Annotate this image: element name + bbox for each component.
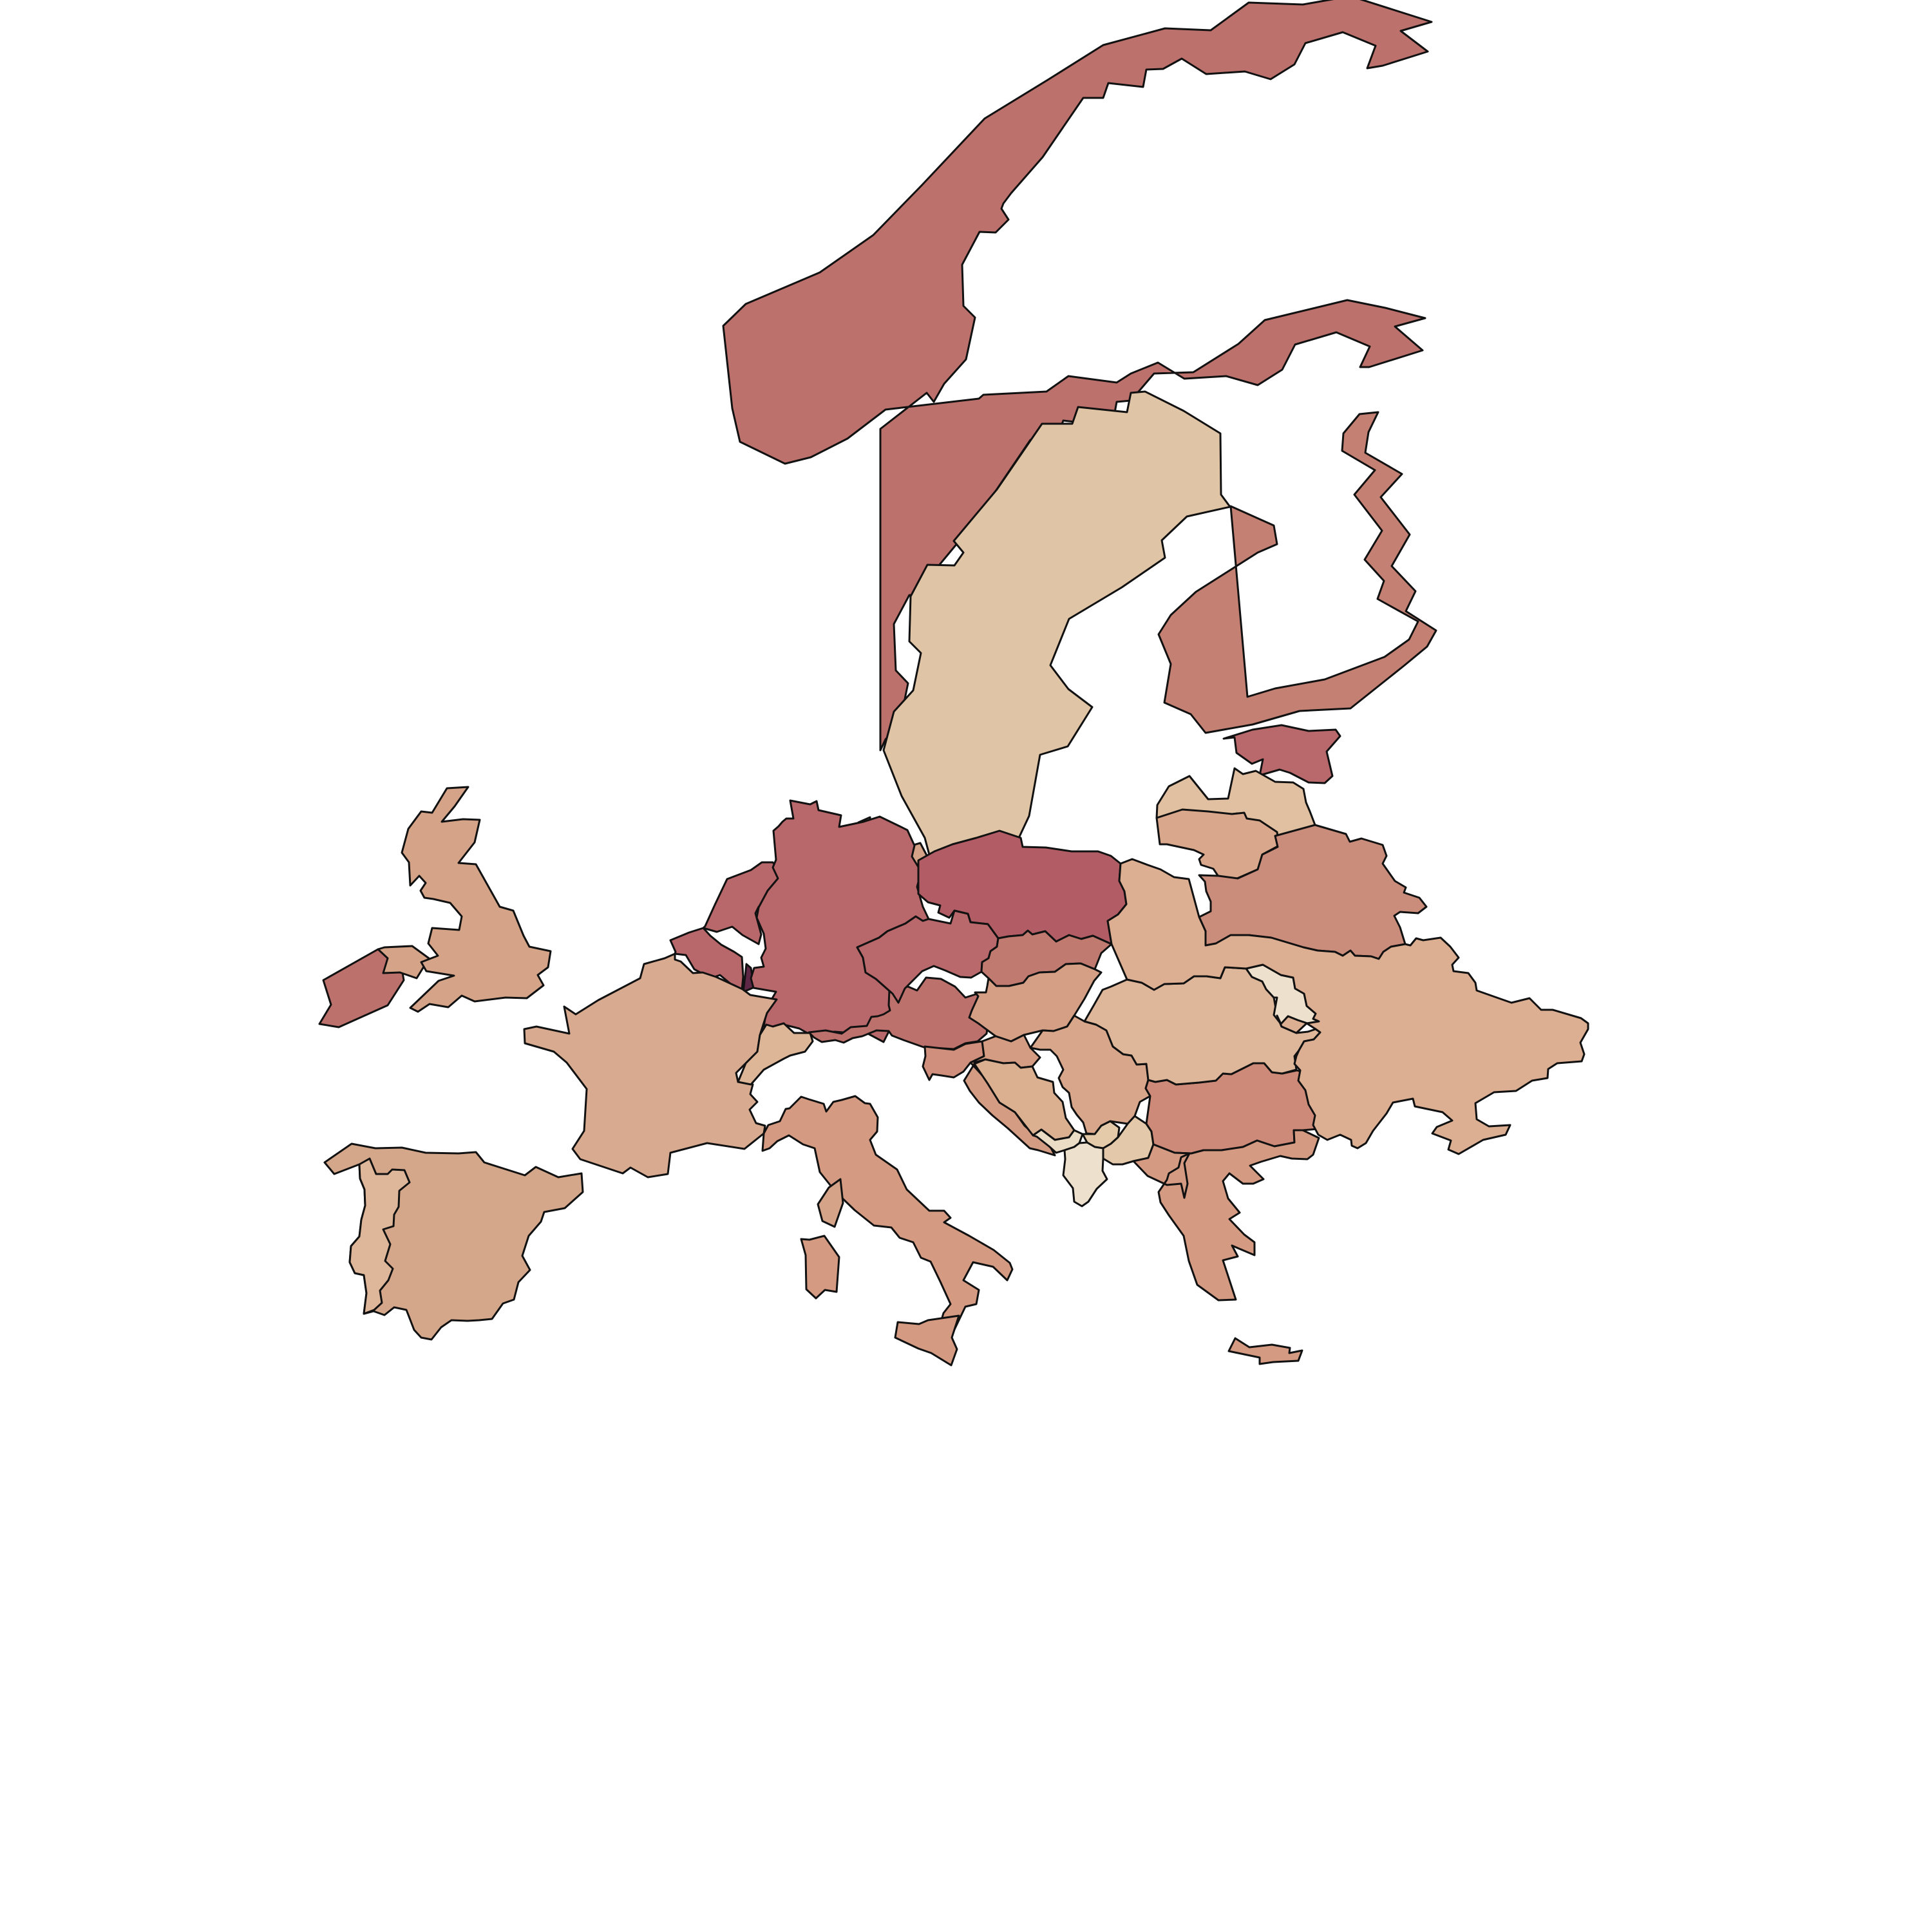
region-crete[interactable] xyxy=(1227,1337,1303,1365)
region-sicily[interactable] xyxy=(894,1314,960,1367)
region-ukraine[interactable] xyxy=(1106,858,1589,1155)
region-slovenia[interactable] xyxy=(922,1040,985,1081)
region-estonia[interactable] xyxy=(1222,724,1341,784)
region-greece[interactable] xyxy=(1132,1129,1320,1302)
region-belgium[interactable] xyxy=(669,927,744,991)
region-great-britain[interactable] xyxy=(401,786,552,1013)
region-bosnia[interactable] xyxy=(973,1058,1075,1141)
region-italy[interactable] xyxy=(761,1095,1014,1340)
region-czechia[interactable] xyxy=(856,909,999,1004)
region-portugal[interactable] xyxy=(348,1157,411,1315)
region-norway[interactable] xyxy=(722,0,1433,752)
region-albania[interactable] xyxy=(1062,1141,1108,1208)
region-switzerland[interactable] xyxy=(737,1022,814,1086)
region-corsica[interactable] xyxy=(817,1178,844,1228)
region-sardinia[interactable] xyxy=(800,1235,840,1300)
region-finland[interactable] xyxy=(1157,411,1437,734)
region-france[interactable] xyxy=(523,952,778,1179)
region-northern-ireland[interactable] xyxy=(377,945,430,980)
